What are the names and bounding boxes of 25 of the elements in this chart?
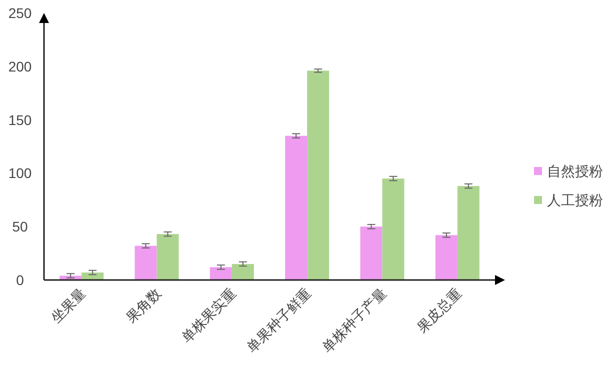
y-tick-label: 100: [8, 165, 32, 182]
bar: [457, 186, 480, 280]
legend-label: 人工授粉: [547, 192, 603, 208]
bar: [307, 70, 330, 280]
y-tick-label: 250: [8, 5, 32, 21]
x-tick-label: 单株果实重: [178, 284, 240, 346]
bar: [382, 178, 404, 280]
bar: [232, 264, 254, 280]
bar: [435, 235, 458, 280]
bar: [210, 267, 232, 280]
x-tick-label: 单株种子产量: [318, 284, 390, 356]
x-tick-label: 果皮总重: [414, 284, 465, 336]
bar: [82, 272, 104, 280]
bar: [134, 246, 157, 280]
x-tick-label: 果角数: [122, 284, 164, 326]
y-tick-label: 150: [8, 112, 32, 128]
x-tick-label: 单果种子鲜重: [243, 284, 314, 356]
y-tick-label: 200: [8, 58, 32, 74]
y-tick-label: 50: [12, 218, 28, 235]
x-tick-label: 坐果量: [48, 284, 89, 326]
legend-label: 自然授粉: [547, 163, 603, 179]
y-tick-label: 0: [16, 272, 24, 288]
bar: [285, 136, 308, 280]
bar: [360, 226, 382, 280]
bar: [156, 234, 179, 280]
